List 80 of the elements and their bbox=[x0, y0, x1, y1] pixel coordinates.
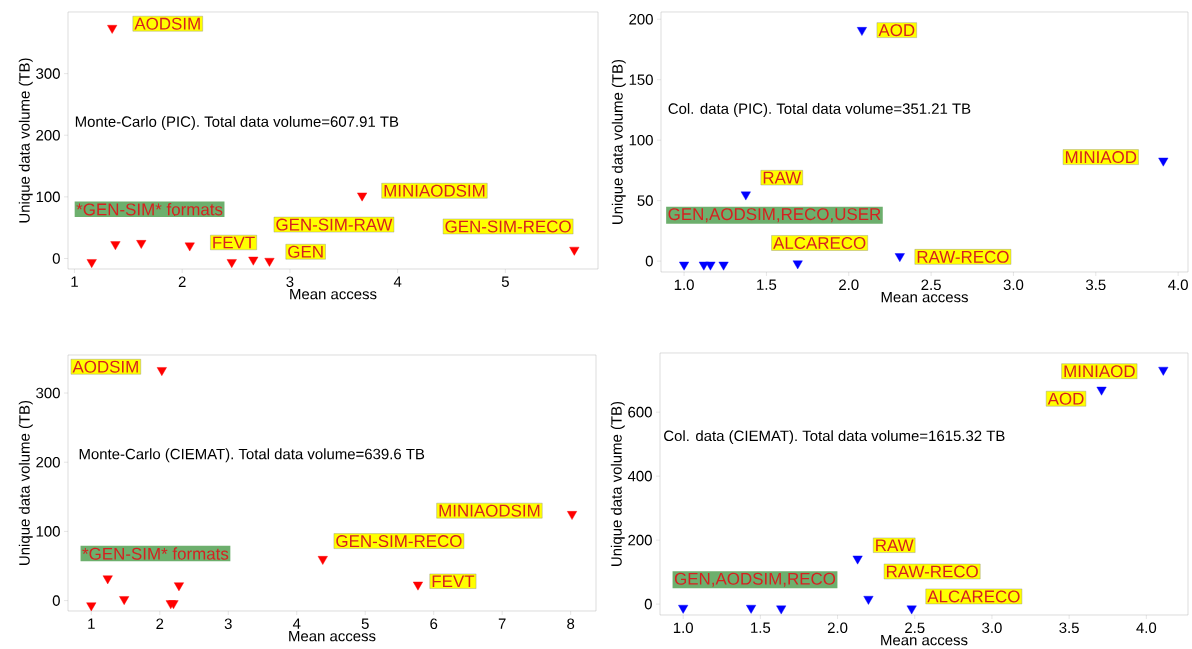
annotation: MINIAODSIM bbox=[439, 504, 540, 517]
x-axis-title: Mean access bbox=[881, 292, 968, 303]
annotation: RAW-RECO bbox=[886, 565, 978, 578]
x-tick-label: 4.0 bbox=[1168, 279, 1188, 291]
y-axis-title: Unique data volume (TB) bbox=[18, 58, 33, 223]
x-tick-label: 3.0 bbox=[982, 622, 1002, 634]
annotation: MINIAOD bbox=[1064, 365, 1135, 378]
y-tick-label: 150 bbox=[629, 74, 653, 86]
annotation: MINIAOD bbox=[1065, 151, 1137, 164]
y-tick-label: 300 bbox=[36, 68, 60, 80]
annotation: GEN-SIM-RAW bbox=[276, 218, 393, 231]
y-tick-label: 400 bbox=[627, 471, 652, 482]
annotation: *GEN-SIM* formats bbox=[76, 203, 223, 216]
x-tick-label: 1.5 bbox=[757, 279, 777, 291]
annotation: GEN,AODSIM,RECO bbox=[674, 572, 836, 587]
annotation: GEN bbox=[288, 245, 323, 258]
x-tick-label: 2 bbox=[178, 276, 186, 288]
y-tick-label: 100 bbox=[629, 135, 653, 146]
y-tick-label: 200 bbox=[36, 130, 60, 141]
annotation: GEN,AODSIM,RECO,USER bbox=[668, 208, 881, 223]
y-axis-title: Unique data volume (TB) bbox=[18, 401, 33, 566]
x-tick-label: 6 bbox=[430, 618, 438, 630]
x-tick-label: 1 bbox=[88, 618, 95, 629]
y-tick-label: 0 bbox=[645, 255, 653, 267]
y-tick-label: 200 bbox=[628, 534, 652, 546]
y-tick-label: 200 bbox=[36, 457, 60, 468]
x-tick-label: 5 bbox=[501, 276, 509, 288]
x-tick-label: 7 bbox=[498, 618, 506, 629]
annotation: Col. data (CIEMAT). Total data volume=1615.32 TB bbox=[664, 430, 1005, 445]
x-tick-label: 2 bbox=[156, 618, 164, 630]
annotation: *GEN-SIM* formats bbox=[82, 547, 229, 560]
x-tick-label: 3.5 bbox=[1085, 279, 1106, 291]
y-tick-label: 100 bbox=[36, 526, 60, 537]
y-tick-label: 100 bbox=[36, 191, 60, 203]
annotation: FEVT bbox=[432, 575, 475, 588]
annotation: Monte-Carlo (CIEMAT). Total data volume=639.6 TB bbox=[79, 448, 425, 463]
x-tick-label: 2.0 bbox=[827, 622, 848, 634]
x-tick-label: 1.0 bbox=[674, 279, 694, 291]
y-tick-label: 0 bbox=[644, 598, 652, 610]
x-tick-label: 3.5 bbox=[1059, 622, 1079, 634]
y-axis-title: Unique data volume (TB) bbox=[611, 60, 626, 225]
x-axis-title: Mean access bbox=[290, 289, 377, 300]
x-tick-label: 3 bbox=[286, 276, 294, 288]
x-tick-label: 4.0 bbox=[1136, 622, 1157, 634]
x-tick-label: 2.5 bbox=[921, 279, 941, 291]
x-tick-label: 5 bbox=[361, 618, 369, 630]
annotation: FEVT bbox=[213, 236, 255, 249]
x-tick-label: 4 bbox=[292, 618, 301, 629]
annotation: Monte-Carlo (PIC). Total data volume=607.91 TB bbox=[75, 116, 399, 131]
annotation: ALCARECO bbox=[927, 590, 1020, 603]
x-tick-label: 4 bbox=[393, 276, 402, 287]
y-tick-label: 0 bbox=[52, 595, 60, 607]
y-axis-title: Unique data volume (TB) bbox=[610, 402, 625, 567]
annotation: AOD bbox=[1047, 392, 1084, 405]
annotation: GEN-SIM-RECO bbox=[336, 535, 462, 548]
x-axis-title: Mean access bbox=[881, 635, 968, 646]
y-tick-label: 600 bbox=[628, 407, 652, 418]
x-tick-label: 1.5 bbox=[751, 622, 771, 634]
x-tick-label: 3.0 bbox=[1003, 279, 1024, 291]
x-tick-label: 1 bbox=[71, 276, 78, 287]
y-tick-label: 300 bbox=[36, 387, 60, 399]
annotation: RAW-RECO bbox=[917, 251, 1009, 264]
x-axis-title: Mean access bbox=[289, 631, 376, 642]
y-tick-label: 200 bbox=[629, 14, 653, 25]
annotation: ALCARECO bbox=[773, 237, 866, 250]
x-tick-label: 8 bbox=[567, 618, 575, 630]
annotation: AODSIM bbox=[134, 17, 200, 30]
annotation: RAW bbox=[876, 539, 914, 552]
annotation: Col. data (PIC). Total data volume=351.21 TB bbox=[668, 103, 971, 118]
y-tick-label: 50 bbox=[637, 195, 653, 207]
annotation: RAW bbox=[763, 171, 802, 184]
x-tick-label: 2.0 bbox=[839, 279, 859, 291]
annotation: GEN-SIM-RECO bbox=[445, 220, 571, 233]
y-tick-label: 0 bbox=[52, 253, 60, 264]
annotation: AODSIM bbox=[72, 360, 138, 373]
x-tick-label: 2.5 bbox=[905, 622, 925, 634]
x-tick-label: 3 bbox=[224, 618, 232, 630]
annotation: AOD bbox=[878, 24, 915, 37]
annotation: MINIAODSIM bbox=[384, 184, 485, 197]
x-tick-label: 1.0 bbox=[673, 622, 693, 634]
